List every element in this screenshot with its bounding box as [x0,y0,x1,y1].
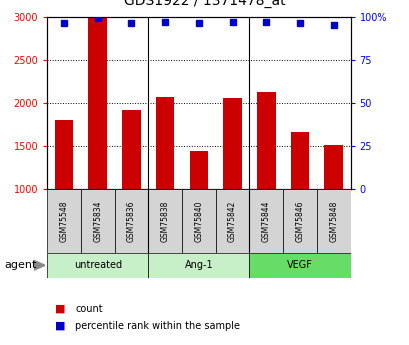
Text: percentile rank within the sample: percentile rank within the sample [75,321,239,331]
Text: GSM75844: GSM75844 [261,200,270,242]
Text: agent: agent [4,260,36,270]
Bar [316,189,350,253]
Bar [283,189,316,253]
Text: GSM75848: GSM75848 [328,200,337,242]
Bar [47,189,81,253]
Bar [223,99,241,189]
Bar [215,189,249,253]
Text: ■: ■ [55,304,66,314]
Bar [290,132,308,189]
Bar [249,253,350,278]
Bar [148,253,249,278]
Text: GSM75548: GSM75548 [59,200,68,242]
Text: GSM75836: GSM75836 [127,200,136,242]
Bar [182,189,215,253]
Text: GSM75840: GSM75840 [194,200,203,242]
Text: Ang-1: Ang-1 [184,260,213,270]
Bar [155,97,174,189]
Text: VEGF: VEGF [286,260,312,270]
Bar [148,189,182,253]
Bar [55,120,73,189]
Bar [256,92,275,189]
Text: GSM75846: GSM75846 [295,200,304,242]
Text: GSM75834: GSM75834 [93,200,102,242]
Bar [324,145,342,189]
Bar [114,189,148,253]
Bar [81,189,114,253]
Text: untreated: untreated [74,260,121,270]
Bar [47,253,148,278]
Text: GDS1922 / 1371478_at: GDS1922 / 1371478_at [124,0,285,8]
Text: ■: ■ [55,321,66,331]
Bar [88,18,107,189]
Text: GSM75842: GSM75842 [227,200,236,242]
Bar [249,189,283,253]
Text: count: count [75,304,102,314]
Bar [189,151,208,189]
Polygon shape [34,260,45,270]
Text: GSM75838: GSM75838 [160,200,169,242]
Bar [122,110,140,189]
